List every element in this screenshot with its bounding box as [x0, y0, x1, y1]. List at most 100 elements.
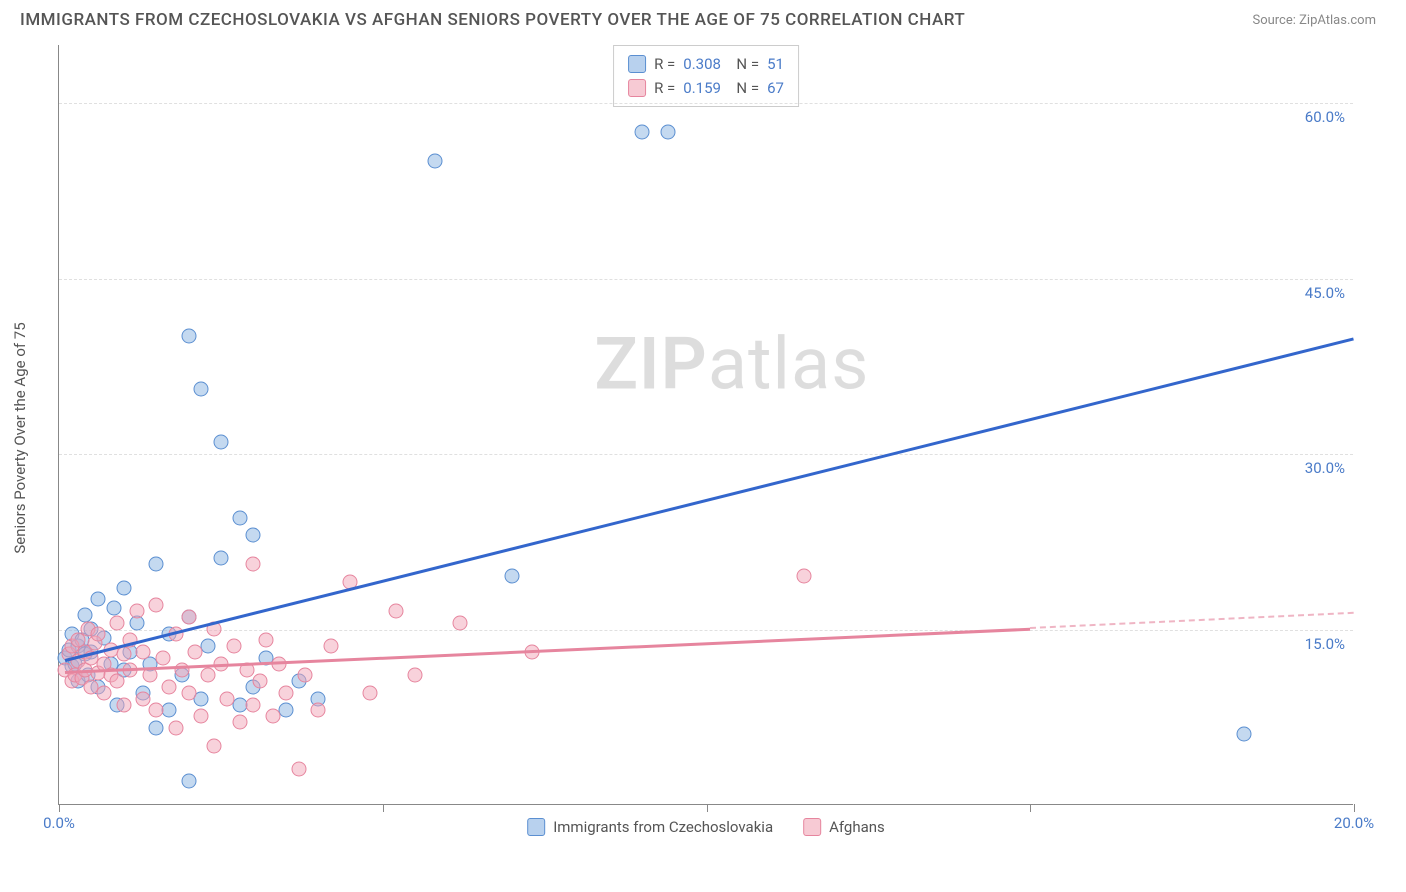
data-point: [77, 607, 92, 622]
data-point: [220, 691, 235, 706]
data-point: [181, 685, 196, 700]
data-point: [90, 592, 105, 607]
data-point: [136, 645, 151, 660]
data-point: [233, 715, 248, 730]
data-point: [1236, 726, 1251, 741]
data-point: [162, 680, 177, 695]
y-tick-label: 15.0%: [1305, 635, 1345, 653]
data-point: [252, 674, 267, 689]
data-point: [110, 674, 125, 689]
data-point: [162, 703, 177, 718]
legend-item-pink: Afghans: [803, 818, 885, 836]
data-point: [116, 647, 131, 662]
data-point: [194, 381, 209, 396]
data-point: [213, 551, 228, 566]
correlation-legend: R = 0.308 N = 51 R = 0.159 N = 67: [613, 45, 799, 107]
data-point: [207, 738, 222, 753]
data-point: [200, 639, 215, 654]
swatch-pink-icon: [803, 818, 821, 836]
data-point: [136, 691, 151, 706]
plot-area: ZIPatlas R = 0.308 N = 51 R = 0.159 N = …: [58, 45, 1353, 805]
data-point: [453, 615, 468, 630]
x-tick: [1354, 804, 1355, 812]
data-point: [311, 703, 326, 718]
swatch-blue-icon: [527, 818, 545, 836]
data-point: [259, 633, 274, 648]
data-point: [796, 569, 811, 584]
source-attribution: Source: ZipAtlas.com: [1252, 13, 1376, 28]
y-axis-label: Seniors Poverty Over the Age of 75: [11, 322, 29, 553]
swatch-pink-icon: [628, 79, 646, 97]
legend-n-label: N =: [729, 52, 759, 76]
gridline: [59, 454, 1353, 455]
data-point: [149, 598, 164, 613]
trendline: [65, 337, 1354, 661]
watermark: ZIPatlas: [594, 321, 869, 406]
x-tick-label: 20.0%: [1334, 814, 1374, 832]
x-tick: [59, 804, 60, 812]
gridline: [59, 630, 1353, 631]
legend-label-blue: Immigrants from Czechoslovakia: [553, 818, 773, 836]
legend-item-blue: Immigrants from Czechoslovakia: [527, 818, 773, 836]
data-point: [388, 604, 403, 619]
legend-row-pink: R = 0.159 N = 67: [628, 76, 784, 100]
data-point: [427, 153, 442, 168]
data-point: [116, 580, 131, 595]
data-point: [298, 668, 313, 683]
correlation-chart: Seniors Poverty Over the Age of 75 ZIPat…: [50, 45, 1360, 830]
data-point: [129, 604, 144, 619]
legend-r-label: R =: [654, 76, 675, 100]
data-point: [90, 627, 105, 642]
legend-r-label: R =: [654, 52, 675, 76]
data-point: [660, 124, 675, 139]
series-legend: Immigrants from Czechoslovakia Afghans: [527, 818, 885, 836]
data-point: [149, 721, 164, 736]
data-point: [246, 557, 261, 572]
data-point: [168, 721, 183, 736]
data-point: [323, 639, 338, 654]
data-point: [265, 709, 280, 724]
data-point: [97, 685, 112, 700]
legend-row-blue: R = 0.308 N = 51: [628, 52, 784, 76]
data-point: [246, 697, 261, 712]
trendline: [1030, 612, 1354, 629]
gridline: [59, 103, 1353, 104]
y-tick-label: 60.0%: [1305, 108, 1345, 126]
x-tick-label: 0.0%: [43, 814, 75, 832]
data-point: [200, 668, 215, 683]
data-point: [149, 557, 164, 572]
y-tick-label: 30.0%: [1305, 459, 1345, 477]
data-point: [181, 609, 196, 624]
legend-n-label: N =: [729, 76, 759, 100]
data-point: [181, 773, 196, 788]
data-point: [408, 668, 423, 683]
data-point: [194, 709, 209, 724]
legend-r-pink: 0.159: [683, 76, 721, 100]
gridline: [59, 279, 1353, 280]
data-point: [291, 761, 306, 776]
data-point: [107, 600, 122, 615]
data-point: [175, 662, 190, 677]
data-point: [278, 685, 293, 700]
data-point: [213, 434, 228, 449]
data-point: [634, 124, 649, 139]
data-point: [362, 685, 377, 700]
data-point: [155, 650, 170, 665]
data-point: [187, 645, 202, 660]
x-tick: [383, 804, 384, 812]
y-tick-label: 45.0%: [1305, 284, 1345, 302]
legend-n-pink: 67: [767, 76, 784, 100]
data-point: [233, 510, 248, 525]
data-point: [181, 329, 196, 344]
data-point: [110, 615, 125, 630]
data-point: [246, 528, 261, 543]
legend-r-blue: 0.308: [683, 52, 721, 76]
legend-n-blue: 51: [767, 52, 784, 76]
data-point: [194, 691, 209, 706]
page-title: IMMIGRANTS FROM CZECHOSLOVAKIA VS AFGHAN…: [20, 10, 965, 30]
swatch-blue-icon: [628, 55, 646, 73]
x-tick: [1030, 804, 1031, 812]
data-point: [505, 569, 520, 584]
data-point: [116, 697, 131, 712]
legend-label-pink: Afghans: [829, 818, 885, 836]
